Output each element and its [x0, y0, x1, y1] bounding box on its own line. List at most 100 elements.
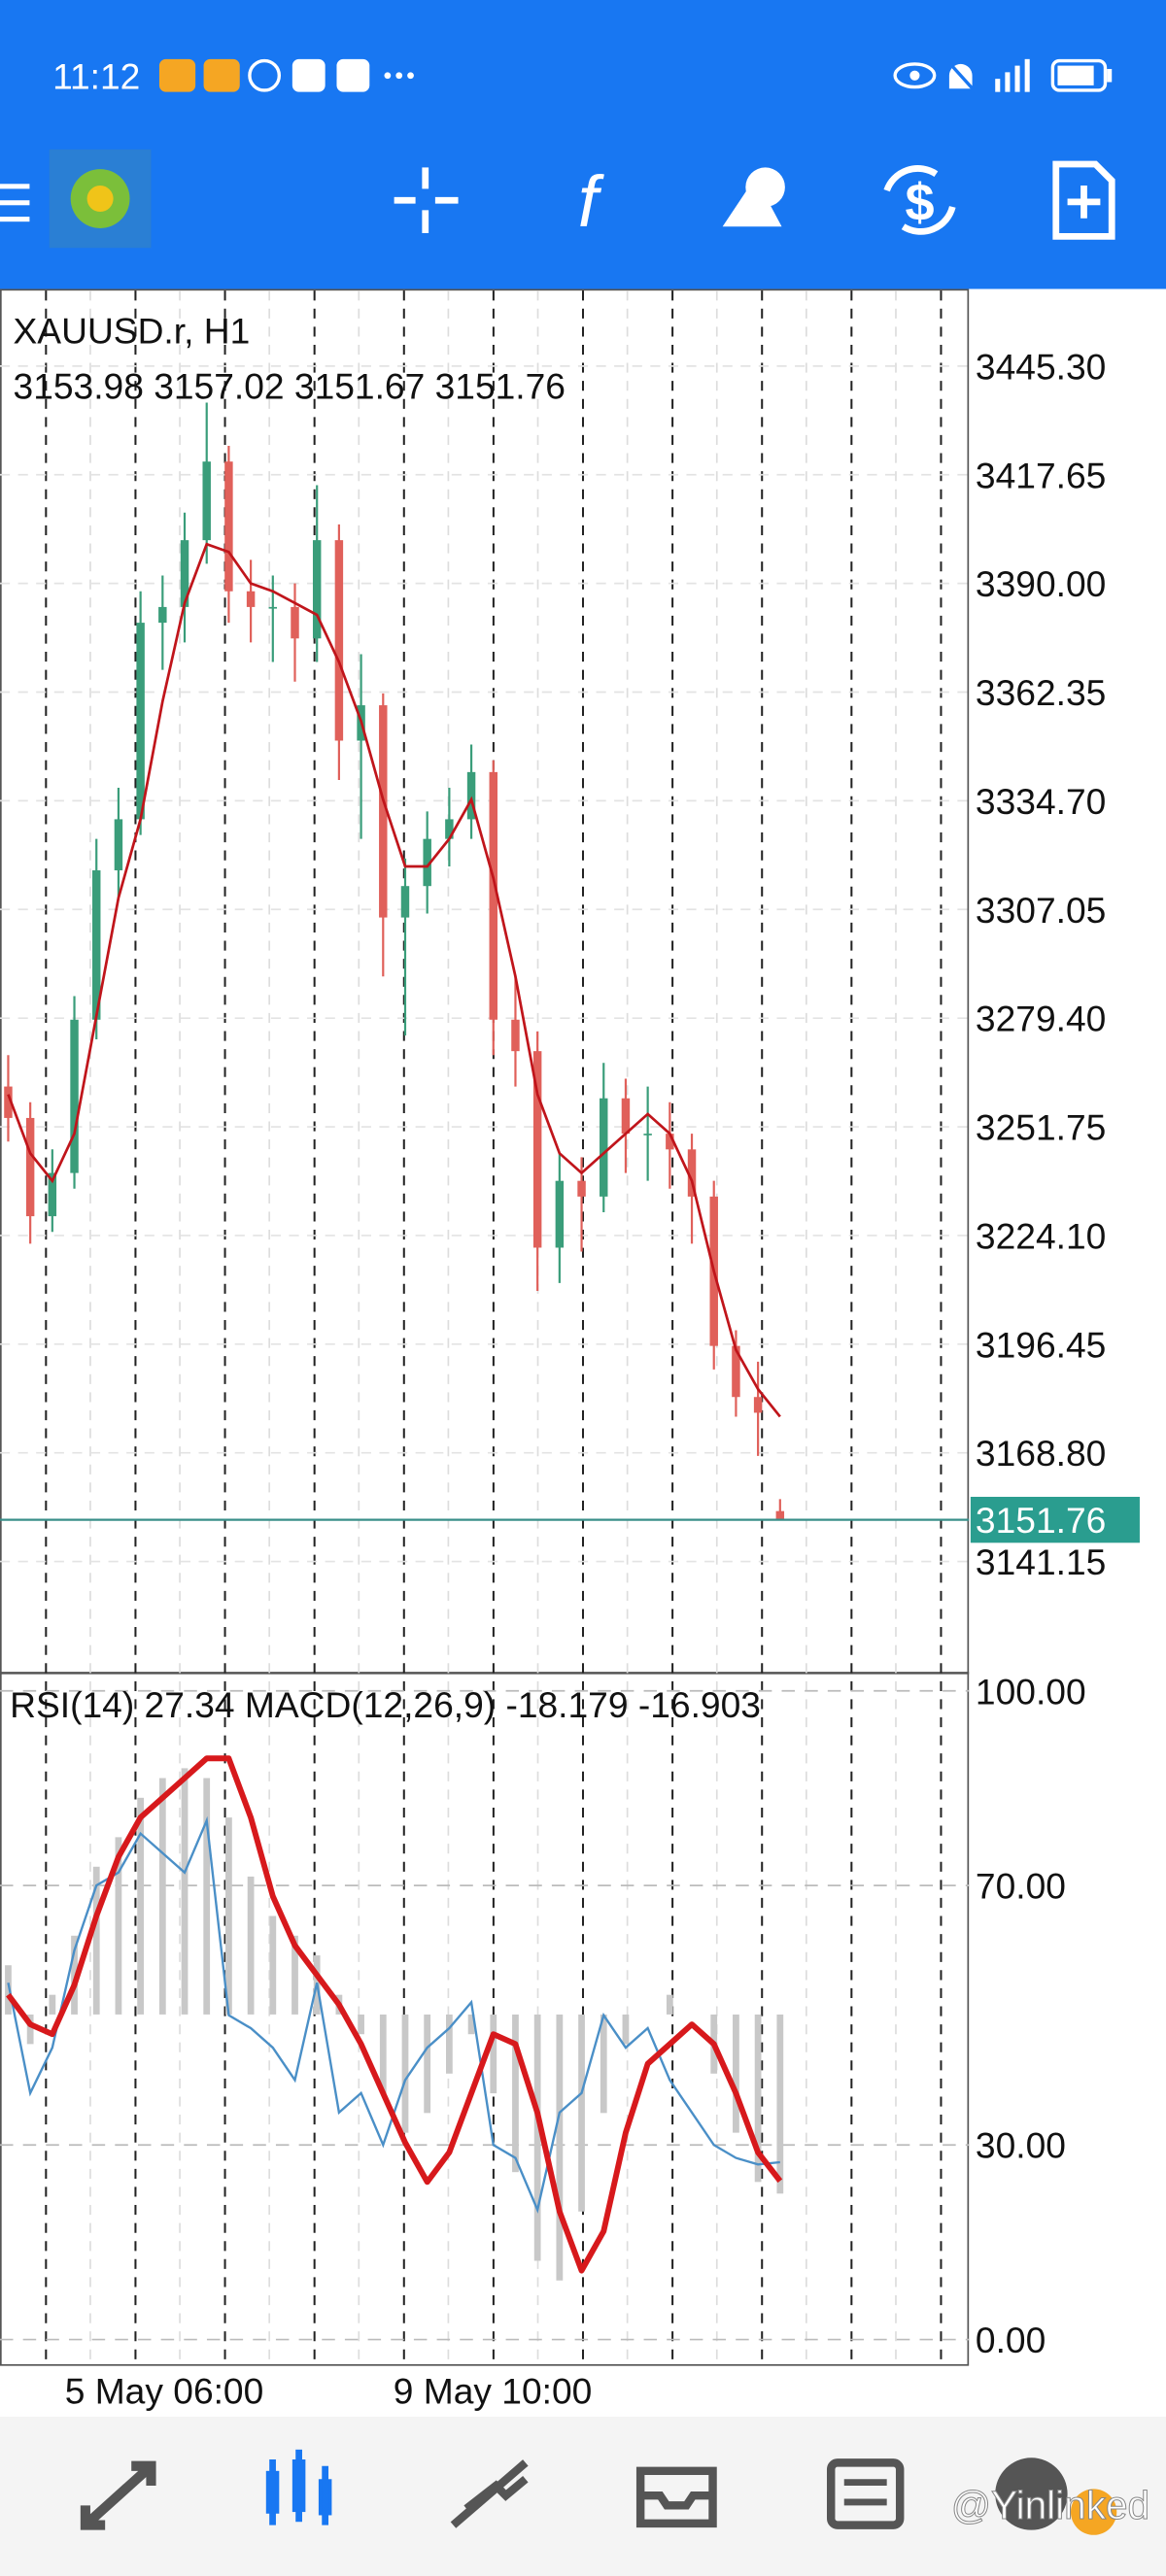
macd-bar [203, 1778, 211, 2015]
candle-body [489, 771, 497, 1020]
y-tick-label: 100.00 [976, 1671, 1086, 1712]
candle-body [753, 1397, 763, 1413]
candle-body [92, 870, 101, 1020]
y-tick-label: 0.00 [976, 2320, 1046, 2360]
settings-tab[interactable] [995, 2457, 1117, 2535]
candle-body [775, 1510, 785, 1520]
macd-value: -18.179 [505, 1684, 628, 1725]
candle-body [577, 1180, 586, 1197]
watermark: @Yinlinked [951, 2483, 1149, 2527]
menu-button[interactable] [0, 184, 30, 222]
y-tick-label: 3168.80 [976, 1433, 1106, 1474]
macd-bar [181, 1768, 189, 2015]
macd-bar [269, 1915, 277, 2015]
y-tick-label: 3279.40 [976, 999, 1106, 1039]
toolbar: f $ [0, 149, 1115, 249]
macd-bar [71, 1935, 78, 2015]
macd-bar [467, 2014, 475, 2035]
candle-body [423, 838, 431, 887]
y-tick-label: 3362.35 [976, 672, 1106, 713]
macd-bar [115, 1837, 122, 2015]
candle-body [136, 623, 145, 820]
chart-tab[interactable] [265, 2449, 332, 2525]
low-value: 3151.67 [294, 366, 425, 407]
macd-bar [49, 1994, 56, 2015]
symbol-label: XAUUSD.r, H1 [14, 310, 251, 351]
macd-bar [358, 2014, 364, 2035]
macd-bar [92, 1866, 100, 2015]
candle-body [621, 1098, 631, 1135]
candle-body [445, 819, 454, 839]
macd-bar [754, 2014, 762, 2183]
candle-body [114, 819, 123, 871]
plot: 3151.76 [0, 402, 1140, 2281]
macd-bar [622, 2014, 630, 2045]
macd-signal-value: -16.903 [638, 1684, 761, 1725]
candle-body [224, 461, 233, 592]
x-tick-label: 9 May 10:00 [394, 2371, 593, 2412]
macd-bar [666, 1994, 673, 2015]
candle-body [666, 1134, 674, 1150]
candle-body [268, 606, 278, 609]
candle-body [48, 1172, 57, 1217]
rsi-value: 27.34 [145, 1684, 235, 1725]
open-value: 3153.98 [14, 366, 144, 407]
news-tab[interactable] [826, 2458, 905, 2529]
candle-body [400, 886, 410, 918]
quotes-tab[interactable] [80, 2460, 156, 2530]
macd-bar [158, 1778, 166, 2015]
candle-body [600, 1098, 608, 1197]
candle-body [70, 1019, 79, 1173]
macd-bar [512, 2014, 519, 2173]
macd-label: MACD(12,26,9) [245, 1684, 496, 1725]
moving-average [7, 542, 781, 1418]
candle-body [687, 1149, 697, 1197]
macd-bar [490, 2014, 497, 2094]
macd-bar [556, 2014, 564, 2281]
macd-signal-line [6, 1755, 783, 2274]
macd-bar [445, 2014, 453, 2074]
candle-body [158, 606, 167, 624]
macd-bar [5, 1965, 12, 2015]
candle-body [4, 1086, 13, 1118]
y-tick-label: 3307.05 [976, 890, 1106, 931]
crosshair-button[interactable] [394, 167, 459, 234]
trade-tab[interactable] [450, 2459, 529, 2528]
candle-body [466, 771, 476, 820]
macd-bar [26, 2014, 34, 2045]
candle-body [25, 1117, 35, 1217]
bottom-nav-icons [80, 2449, 1117, 2535]
close-value: 3151.76 [435, 366, 566, 407]
y-tick-label: 3141.15 [976, 1542, 1106, 1582]
macd-bar [578, 2014, 585, 2212]
objects-button[interactable] [722, 167, 785, 227]
indicator-label: RSI(14) 27.34 MACD(12,26,9) -18.179 -16.… [10, 1684, 761, 1725]
y-tick-label: 70.00 [976, 1866, 1066, 1907]
new-order-button[interactable] [1052, 160, 1115, 240]
macd-bar [225, 1817, 232, 2015]
app-logo[interactable] [49, 149, 152, 249]
status-icons [158, 57, 1113, 93]
macd-bar [533, 2014, 541, 2261]
candle-body [312, 540, 322, 639]
y-tick-label: 3445.30 [976, 346, 1106, 387]
history-tab[interactable] [635, 2466, 717, 2528]
macd-bar [776, 2014, 784, 2194]
macd-bar [401, 2014, 409, 2133]
macd-bar [600, 2014, 607, 2114]
y-tick-label: 30.00 [976, 2125, 1066, 2166]
current-price-tag [970, 1496, 1140, 1543]
y-tick-label: 3224.10 [976, 1215, 1106, 1256]
macd-bar [424, 2014, 431, 2114]
candle-body [643, 1134, 652, 1135]
current-price-label: 3151.76 [976, 1500, 1106, 1541]
trade-button[interactable] [883, 165, 956, 235]
ohlc-label: 3153.98 3157.02 3151.67 3151.76 [14, 366, 566, 407]
y-tick-label: 3390.00 [976, 563, 1106, 604]
candle-body [180, 540, 189, 607]
candle-body [532, 1051, 542, 1248]
macd-bar [247, 1876, 255, 2015]
y-tick-label: 3196.45 [976, 1324, 1106, 1365]
